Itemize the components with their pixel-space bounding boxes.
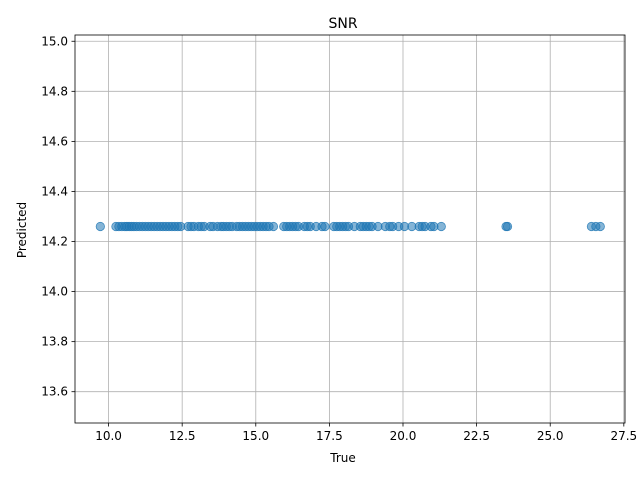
x-tick-label: 15.0 bbox=[242, 429, 269, 443]
scatter-point bbox=[95, 221, 105, 232]
y-tick-label: 14.2 bbox=[41, 235, 68, 249]
x-tick-label: 10.0 bbox=[95, 429, 122, 443]
x-tick-label: 22.5 bbox=[463, 429, 490, 443]
scatter-point bbox=[268, 221, 279, 232]
x-tick-label: 17.5 bbox=[316, 429, 343, 443]
plot-frame bbox=[74, 34, 626, 424]
x-tick-label: 12.5 bbox=[169, 429, 196, 443]
y-tick-label: 14.0 bbox=[41, 285, 68, 299]
x-tick-label: 20.0 bbox=[390, 429, 417, 443]
y-tick-label: 14.6 bbox=[41, 134, 68, 148]
x-axis-label: True bbox=[329, 451, 356, 465]
y-tick-label: 15.0 bbox=[41, 34, 68, 48]
x-tick-label: 25.0 bbox=[537, 429, 564, 443]
data-points bbox=[95, 221, 605, 232]
y-axis-label: Predicted bbox=[15, 202, 29, 258]
scatter-point bbox=[595, 221, 605, 232]
y-axis-ticks: 13.6 13.8 14.0 14.2 14.4 14.6 14.8 15.0 bbox=[41, 34, 75, 399]
y-tick-label: 13.8 bbox=[41, 335, 68, 349]
x-axis-ticks: 10.0 12.5 15.0 17.5 20.0 22.5 25.0 27.5 bbox=[95, 423, 637, 443]
y-tick-label: 14.8 bbox=[41, 84, 68, 98]
scatter-point bbox=[436, 221, 446, 232]
chart-title: SNR bbox=[328, 16, 357, 32]
scatter-point bbox=[320, 221, 330, 232]
y-tick-label: 13.6 bbox=[41, 385, 68, 399]
y-tick-label: 14.4 bbox=[41, 184, 68, 198]
scatter-point bbox=[502, 221, 513, 232]
x-tick-label: 27.5 bbox=[610, 429, 637, 443]
